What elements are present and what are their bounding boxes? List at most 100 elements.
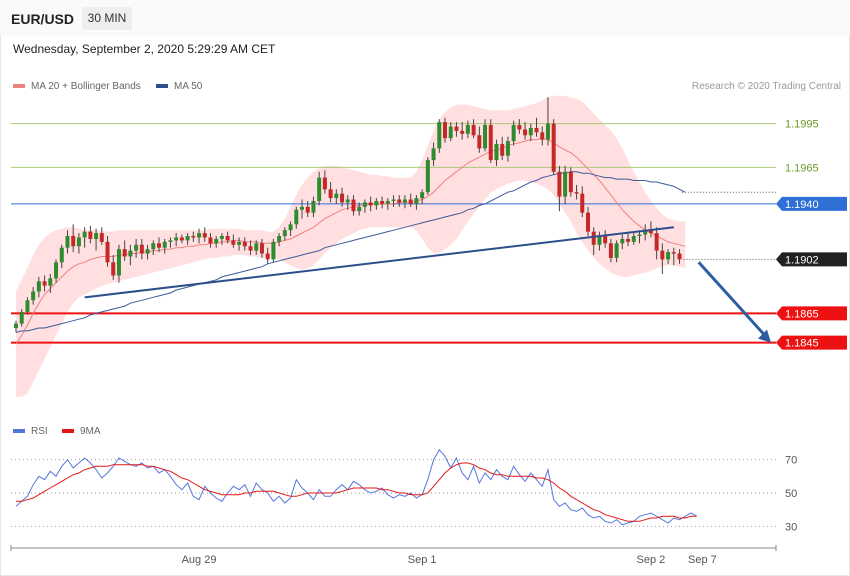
candle [637, 230, 642, 244]
candle [242, 237, 247, 251]
candle [608, 238, 613, 263]
candle [603, 230, 608, 248]
candle-body [48, 278, 53, 286]
candle-body [545, 123, 550, 140]
candle [88, 225, 93, 244]
candle-body [597, 236, 602, 245]
candle-body [122, 249, 127, 257]
ma50-line [15, 171, 686, 333]
candle [380, 196, 385, 209]
candle [586, 206, 590, 237]
candle-body [523, 129, 528, 136]
candle-body [580, 193, 585, 213]
candle-body [414, 198, 419, 204]
candle [162, 238, 167, 254]
rsi-ma-line [16, 462, 697, 522]
candle-body [614, 243, 619, 258]
candle [328, 181, 333, 203]
candle [197, 228, 202, 244]
candle [168, 237, 173, 248]
candle [42, 275, 47, 292]
candle [420, 189, 425, 204]
candle-body [116, 249, 121, 276]
timeframe-button[interactable]: 30 MIN [82, 7, 132, 30]
candle-body [202, 233, 207, 238]
candle-body [431, 148, 436, 161]
candle-body [134, 244, 139, 251]
candle-body [71, 236, 76, 247]
candle [145, 244, 150, 260]
candle [277, 233, 282, 247]
level-label: 1.1845 [785, 338, 819, 350]
legend-swatch-rsi [13, 429, 25, 434]
candle [231, 234, 236, 248]
candle-body [231, 240, 236, 245]
candle-body [14, 323, 18, 329]
candle [477, 126, 482, 153]
candle [36, 276, 41, 298]
candle [545, 97, 550, 146]
level-tag-1.1965: 1.1965 [785, 162, 819, 174]
candle-body [248, 246, 253, 251]
candle-body [174, 237, 179, 241]
forecast-arrow-shaft [697, 261, 768, 338]
candle-body [36, 281, 41, 292]
candle [134, 238, 139, 258]
candle-body [225, 236, 230, 241]
candle-body [157, 243, 161, 248]
candle-body [517, 125, 522, 130]
candle-body [214, 238, 219, 244]
candle-body [626, 238, 631, 242]
candle-body [385, 200, 390, 204]
legend-ma20-label: MA 20 + Bollinger Bands [31, 81, 141, 92]
candle-body [162, 241, 167, 248]
candle-body [402, 199, 407, 203]
candle [534, 117, 539, 137]
candle-body [65, 236, 70, 248]
candle-body [465, 125, 470, 134]
candle-body [179, 237, 184, 241]
candle-body [460, 130, 465, 134]
candle [322, 170, 327, 194]
candle [443, 117, 447, 143]
candle [580, 186, 585, 218]
candle [511, 120, 516, 146]
candle [677, 249, 682, 264]
legend-rsi-label: RSI [31, 426, 48, 437]
symbol-label: EUR/USD [11, 11, 75, 27]
candle [385, 198, 390, 210]
candle [151, 240, 156, 255]
candle-body [660, 250, 665, 260]
candle [179, 234, 184, 244]
candle [237, 237, 242, 251]
candle [597, 231, 602, 251]
candle [282, 227, 287, 241]
candle-body [242, 241, 247, 247]
candle-body [362, 202, 367, 207]
candle-body [208, 237, 213, 244]
candles [14, 97, 682, 333]
candle-body [477, 135, 482, 149]
candle [425, 157, 430, 196]
candle-body [557, 171, 562, 197]
rsi-line [15, 448, 697, 526]
candle [317, 171, 322, 206]
candle-body [494, 144, 499, 161]
legend-swatch-ma20 [13, 84, 25, 89]
candle [225, 231, 230, 244]
candle [471, 119, 476, 139]
candle-body [563, 171, 568, 197]
candle [643, 224, 648, 241]
candle-body [197, 233, 202, 238]
candle [528, 123, 533, 142]
candle [654, 227, 659, 260]
candle-body [59, 247, 64, 263]
candle-body [603, 236, 608, 244]
x-tick-label: Sep 1 [408, 554, 437, 566]
rsi-level-label: 70 [785, 455, 797, 467]
candle [517, 119, 522, 134]
candle-body [374, 200, 379, 206]
candle-body [448, 126, 453, 139]
candle-body [505, 141, 510, 156]
